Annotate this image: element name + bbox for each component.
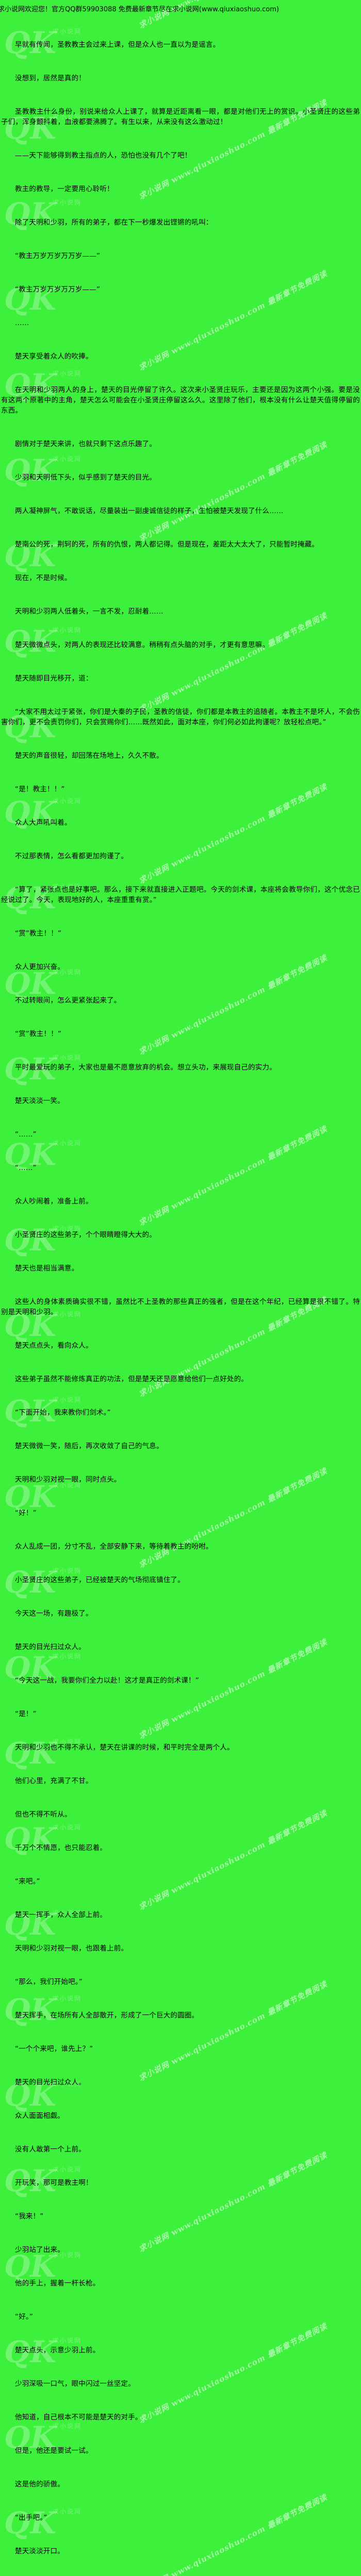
paragraph: 众人吵闹着，准备上前。: [15, 1197, 93, 1206]
paragraph: 天明和少羽也不得不承认，楚天在讲课的时候，和平时完全是两个人。: [15, 1743, 234, 1752]
paragraph: “是！教主！！”: [15, 785, 65, 793]
paragraph: 楚天也是相当满意。: [15, 1264, 79, 1273]
paragraph: 他们心里，充满了不甘。: [15, 1777, 93, 1785]
paragraph: “算了，紧张点也是好事吧。那么，接下来就直接进入正题吧。今天的剑术课，本座将会教…: [1, 886, 360, 904]
paragraph: “一个个来吧，谁先上？”: [15, 2045, 93, 2053]
paragraph: 在天明和少羽两人的身上，楚天的目光停留了许久。这次来小圣贤庄玩乐，主要还是因为这…: [1, 386, 360, 415]
paragraph: 楚天淡淡一笑。: [15, 1097, 64, 1105]
paragraph: 楚天点头，示意少羽上前。: [15, 2346, 100, 2354]
paragraph: 但也不得不听从。: [15, 1810, 72, 1819]
paragraph: 众人大声吼叫着。: [15, 819, 72, 827]
paragraph: 天明和少羽对视一眼，同时点头。: [15, 1476, 121, 1484]
paragraph: 少羽站了出来。: [15, 2246, 64, 2254]
paragraph: “今天这一战，我要你们全力以赴！这才是真正的剑术课！”: [15, 1676, 199, 1685]
paragraph: “是！”: [15, 1710, 37, 1718]
paragraph: 楚天随即目光移开，道：: [15, 674, 93, 683]
paragraph: 这是他的骄傲。: [15, 2480, 64, 2488]
paragraph: 楚天挥手，在场所有人全部散开，形成了一个巨大的圆圈。: [15, 2011, 199, 2020]
paragraph: 楚天的目光扫过众人。: [15, 2078, 86, 2087]
paragraph: 千万个不情愿，也只能忍着。: [15, 1844, 107, 1852]
paragraph: 这些弟子虽然不能修炼真正的功法，但是楚天还是愿意给他们一点好处的。: [15, 1375, 249, 1383]
paragraph: 楚天点点头，看向众人。: [15, 1342, 93, 1350]
paragraph: 他的手上，握着一杆长枪。: [15, 2279, 100, 2287]
paragraph: “下面开始，我来教你们剑术。”: [15, 1409, 111, 1417]
paragraph: “好。”: [15, 2313, 34, 2321]
paragraph: 少羽和天明低下头，似乎感到了楚天的目光。: [15, 473, 156, 482]
top-banner-text: 求小说网欢迎您！官方QQ群59903088 免费最新章节尽在求小说网(www.q…: [0, 6, 279, 13]
paragraph: “赏”教主！！”: [15, 929, 62, 938]
paragraph: 小圣贤庄的这些弟子，已经被楚天的气场彻底镇住了。: [15, 1576, 185, 1584]
paragraph: 两人凝神屏气，不敢说话，尽量装出一副虔诚信徒的样子，生怕被楚天发现了什么……: [15, 507, 284, 515]
top-site-banner: 求小说网欢迎您！官方QQ群59903088 免费最新章节尽在求小说网(www.q…: [0, 0, 361, 15]
paragraph: 不过转眼间，怎么更紧张起来了。: [15, 996, 121, 1005]
paragraph: 除了天明和少羽，所有的弟子，都在下一秒爆发出铿锵的吼叫：: [15, 218, 213, 227]
paragraph: 但是，他还是要试一试。: [15, 2447, 93, 2455]
paragraph: 开玩笑，那可是教主啊！: [15, 2179, 93, 2187]
paragraph: ……: [15, 319, 29, 327]
paragraph: 楚天微微点头，对两人的表现还比较满意。稍稍有点头脑的对手，才更有意思嘛。: [15, 641, 270, 649]
paragraph: 楚天一挥手，众人全部上前。: [15, 1911, 107, 1919]
paragraph: 楚天淡淡开口。: [15, 2547, 64, 2555]
paragraph: 教主的教导，一定要用心聆听！: [15, 185, 114, 193]
paragraph: 平时最爱玩的弟子，大家也是最不愿意放弃的机会。想立头功，来展现自己的实力。: [15, 1063, 276, 1072]
paragraph: “赏”教主！！”: [15, 1030, 62, 1038]
paragraph: 现在，不是时候。: [15, 574, 72, 582]
paragraph: 今天这一场，有趣极了。: [15, 1609, 93, 1618]
paragraph: “……”: [15, 1130, 37, 1139]
paragraph: 楚天的目光扫过众人。: [15, 1643, 86, 1651]
chapter-body: 早就有传闻，圣教教主会过来上课，但是众人也一直以为是谣言。 没想到，居然是真的！ 圣…: [0, 15, 361, 2576]
paragraph: 楚天的声音很轻，却回荡在场地上，久久不散。: [15, 752, 163, 760]
paragraph: 楚南公的死，荆轲的死，所有的仇恨，两人都记得。但是现在，差距太大太大了，只能暂时…: [15, 540, 319, 549]
paragraph: “那么，我们开始吧。”: [15, 1978, 83, 1986]
paragraph: 少羽深吸一口气，眼中闪过一丝坚定。: [15, 2380, 135, 2388]
paragraph: 没想到，居然是真的！: [15, 74, 86, 82]
paragraph: 天明和少羽对视一眼，也跟着上前。: [15, 1944, 128, 1953]
paragraph: 剧情对于楚天来讲，也就只剩下这点乐趣了。: [15, 440, 156, 448]
paragraph: 不过那表情，怎么看都更加拘谨了。: [15, 852, 128, 860]
paragraph: ——天下能够得到教主指点的人，恐怕也没有几个了吧！: [15, 151, 192, 160]
paragraph: “来吧。”: [15, 1877, 40, 1886]
paragraph: “出手吧。”: [15, 2514, 47, 2522]
paragraph: 他知道，自己根本不可能是楚天的对手。: [15, 2413, 142, 2421]
paragraph: 楚天微微一笑，随后，再次收敛了自己的气息。: [15, 1442, 163, 1450]
paragraph: 众人乱成一团，分寸不乱，全部安静下来，等待着教主的吩咐。: [15, 1543, 213, 1551]
paragraph: “……”: [15, 1164, 37, 1172]
paragraph: “教主万岁万岁万万岁——”: [15, 285, 101, 294]
paragraph: 这些人的身体素质确实很不错，虽然比不上圣教的那些真正的强者，但是在这个年纪，已经…: [1, 1298, 360, 1316]
paragraph: “我来！”: [15, 2212, 44, 2221]
paragraph: “大家不用太过于紧张，你们是大秦的子民，圣教的信徒，你们都是本教主的追随者。本教…: [1, 708, 360, 726]
paragraph: 圣教教主什么身份，别说来给众人上课了，就算是近距离看一眼，都是对他们无上的赏识。…: [1, 108, 360, 126]
paragraph: 众人面面相觑。: [15, 2112, 64, 2120]
paragraph: “教主万岁万岁万万岁——”: [15, 252, 101, 260]
paragraph: 小圣贤庄的这些弟子，个个眼睛瞪得大大的。: [15, 1231, 156, 1239]
paragraph: “好！”: [15, 1509, 37, 1517]
paragraph: 天明和少羽两人低着头，一言不发，忍耐着……: [15, 607, 163, 616]
paragraph: 众人更加兴奋。: [15, 963, 64, 971]
paragraph: 楚天享受着众人的吹捧。: [15, 352, 93, 361]
paragraph: 早就有传闻，圣教教主会过来上课，但是众人也一直以为是谣言。: [15, 41, 220, 49]
paragraph: 没有人敢第一个上前。: [15, 2145, 86, 2154]
